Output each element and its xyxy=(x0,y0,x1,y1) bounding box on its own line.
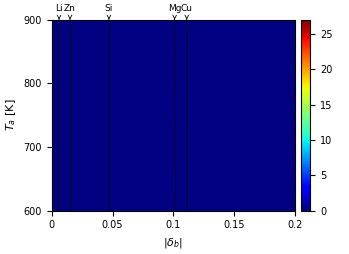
Text: Si: Si xyxy=(105,4,113,19)
X-axis label: $|\delta_b|$: $|\delta_b|$ xyxy=(163,236,184,250)
Text: Zn: Zn xyxy=(64,4,76,19)
Text: Cu: Cu xyxy=(181,4,193,19)
Y-axis label: $T_a$ [K]: $T_a$ [K] xyxy=(4,99,18,131)
Text: Li: Li xyxy=(55,4,63,19)
Text: Mg: Mg xyxy=(168,4,181,19)
